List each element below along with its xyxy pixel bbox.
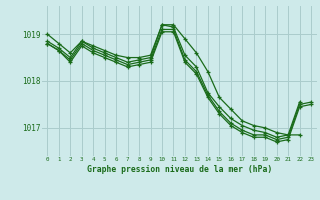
X-axis label: Graphe pression niveau de la mer (hPa): Graphe pression niveau de la mer (hPa) [87,165,272,174]
